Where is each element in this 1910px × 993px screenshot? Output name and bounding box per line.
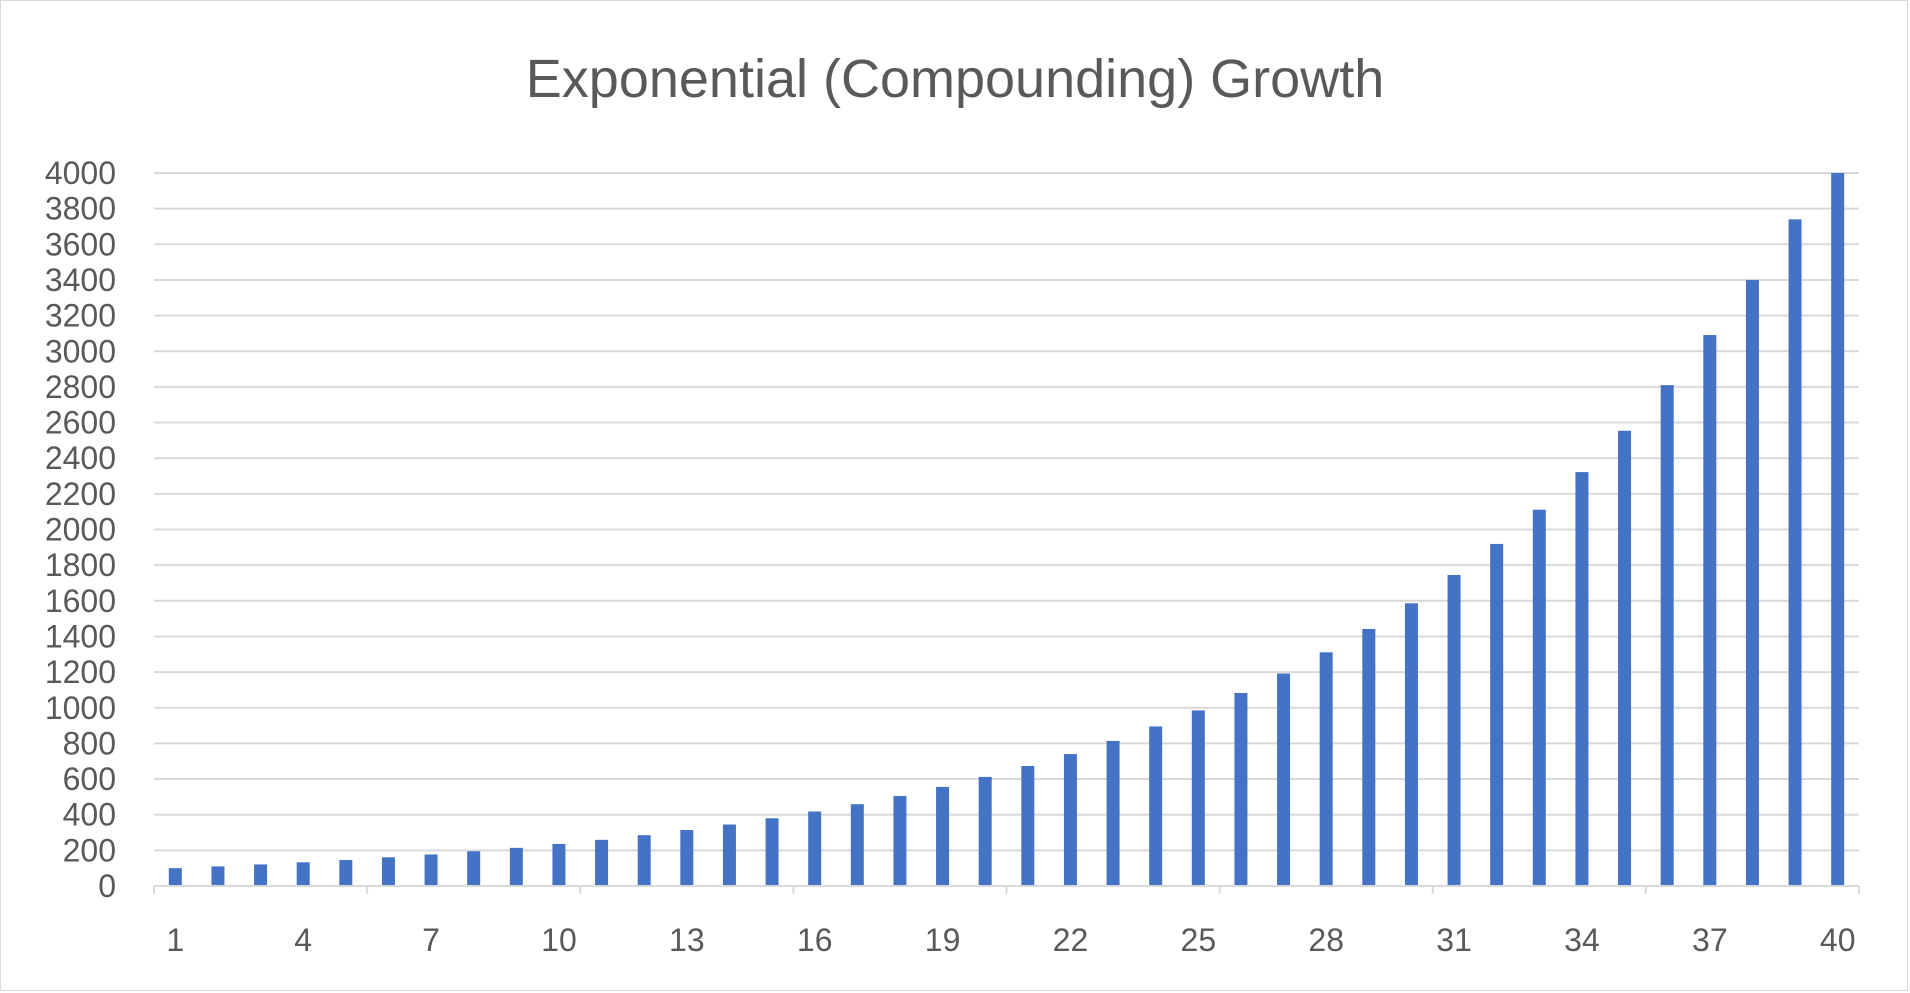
bar-19 [936,786,950,886]
x-tick-label: 4 [294,922,312,958]
bar-12 [637,835,651,886]
bar-40 [1831,173,1845,886]
bar-7 [424,854,438,886]
y-tick-label: 800 [63,725,116,761]
bar-2 [211,866,225,886]
bar-23 [1106,740,1120,886]
y-tick-label: 2400 [45,440,116,476]
x-tick-label: 1 [166,922,184,958]
x-tick-label: 7 [422,922,440,958]
y-tick-label: 1200 [45,654,116,690]
x-tick-label: 40 [1820,922,1856,958]
bar-10 [552,843,566,886]
bar-27 [1277,673,1291,886]
x-tick-label: 19 [925,922,961,958]
bar-16 [808,811,822,886]
bar-22 [1063,754,1077,886]
bar-6 [381,857,395,886]
y-tick-label: 3200 [45,298,116,334]
bar-9 [509,847,523,886]
bar-37 [1703,335,1717,886]
y-tick-label: 2600 [45,405,116,441]
bar-32 [1490,543,1504,886]
bar-8 [467,851,481,886]
x-tick-label: 16 [797,922,833,958]
x-tick-label: 37 [1692,922,1728,958]
bar-25 [1191,710,1205,886]
y-tick-label: 2000 [45,512,116,548]
bar-1 [168,868,182,886]
bar-17 [850,804,864,886]
bar-3 [254,864,268,886]
x-axis-ticks: 1 4 7 10 13 16 19 22 25 28 31 34 37 40 [166,922,1855,958]
x-tick-label: 28 [1308,922,1344,958]
chart-title: Exponential (Compounding) Growth [526,49,1384,109]
bar-35 [1618,430,1632,886]
y-tick-label: 4000 [45,155,116,191]
bar-29 [1362,628,1376,886]
bar-28 [1319,652,1333,886]
y-tick-label: 3400 [45,262,116,298]
gridlines [154,172,1859,852]
bar-33 [1532,509,1546,886]
bar-38 [1745,279,1759,886]
bar-11 [595,839,609,886]
y-tick-label: 400 [63,797,116,833]
y-tick-label: 200 [63,832,116,868]
bar-21 [1021,766,1035,886]
bar-30 [1404,603,1418,886]
bar-39 [1788,219,1802,887]
y-tick-label: 1400 [45,618,116,654]
x-tick-label: 25 [1181,922,1217,958]
y-tick-label: 2200 [45,476,116,512]
x-tick-label: 13 [669,922,705,958]
y-tick-label: 3000 [45,333,116,369]
bar-34 [1575,472,1589,886]
x-tick-label: 10 [541,922,577,958]
bar-14 [722,824,736,886]
bar-36 [1660,385,1674,886]
y-tick-label: 2800 [45,369,116,405]
y-tick-label: 1000 [45,690,116,726]
y-tick-label: 0 [98,868,116,904]
bar-31 [1447,574,1461,886]
y-axis-ticks: 0200400600800100012001400160018002000220… [45,155,116,904]
y-tick-label: 600 [63,761,116,797]
bar-13 [680,830,694,886]
bar-5 [339,859,353,886]
x-axis [153,885,1860,894]
y-tick-label: 3600 [45,226,116,262]
x-tick-label: 34 [1564,922,1600,958]
bars [168,173,1845,887]
x-tick-label: 22 [1053,922,1089,958]
y-tick-label: 1600 [45,583,116,619]
bar-4 [296,862,310,886]
bar-26 [1234,692,1248,886]
y-tick-label: 3800 [45,191,116,227]
bar-20 [978,776,992,886]
bar-24 [1149,726,1163,886]
x-tick-label: 31 [1436,922,1472,958]
bar-15 [765,818,779,886]
bar-18 [893,795,907,886]
y-tick-label: 1800 [45,547,116,583]
